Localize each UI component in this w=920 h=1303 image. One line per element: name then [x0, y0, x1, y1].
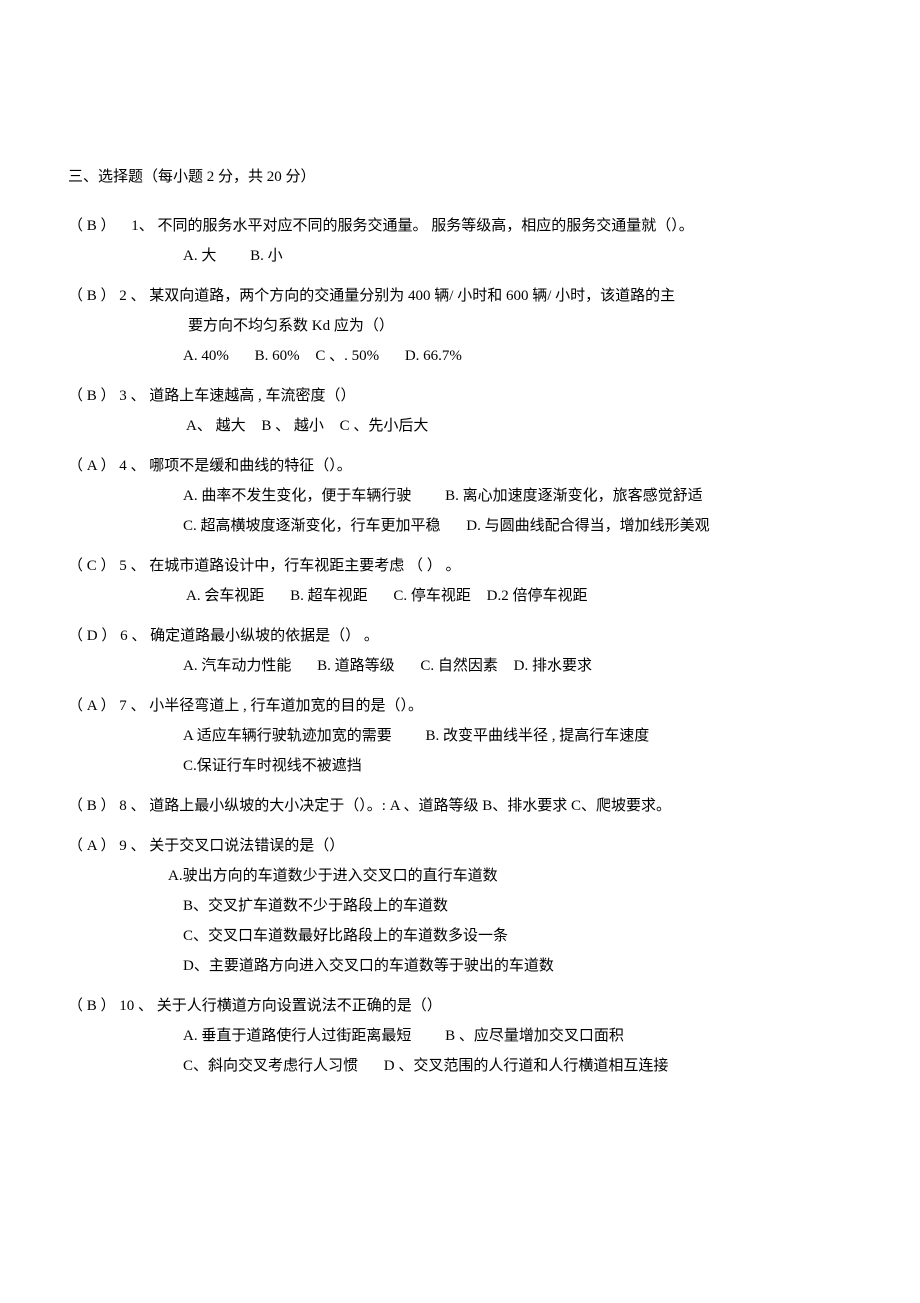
question-10: （ B ） 10 、 关于人行横道方向设置说法不正确的是（） A. 垂直于道路使… — [68, 991, 852, 1081]
q7-answer: （ A ） — [68, 698, 116, 714]
q10-answer: （ B ） — [68, 998, 116, 1014]
q4-number: 4 、 — [119, 458, 145, 474]
q2-text2: 要方向不均匀系数 Kd 应为（） — [188, 318, 394, 334]
question-4: （ A ） 4 、 哪项不是缓和曲线的特征（）。 A. 曲率不发生变化，便于车辆… — [68, 451, 852, 541]
q10-optA: A. 垂直于道路使行人过街距离最短 — [183, 1028, 411, 1044]
question-2: （ B ） 2 、 某双向道路，两个方向的交通量分别为 400 辆/ 小时和 6… — [68, 281, 852, 371]
q7-number: 7 、 — [119, 698, 145, 714]
q6-answer: （ D ） — [68, 628, 116, 644]
q3-optB: B 、 越小 — [261, 418, 324, 434]
q6-optA: A. 汽车动力性能 — [183, 658, 291, 674]
q4-answer: （ A ） — [68, 458, 116, 474]
q2-optB: B. 60% — [255, 348, 300, 364]
q5-optD: D.2 倍停车视距 — [487, 588, 588, 604]
q3-text: 道路上车速越高 , 车流密度（） — [149, 388, 355, 404]
q7-optC: C.保证行车时视线不被遮挡 — [183, 758, 362, 774]
q3-optC: C 、先小后大 — [340, 418, 429, 434]
section-title: 三、选择题（每小题 2 分，共 20 分） — [68, 165, 852, 189]
question-5: （ C ） 5 、 在城市道路设计中，行车视距主要考虑 （ ） 。 A. 会车视… — [68, 551, 852, 611]
q9-text: 关于交叉口说法错误的是（） — [149, 838, 344, 854]
q8-text: 道路上最小纵坡的大小决定于（）。: A 、道路等级 B、排水要求 C、爬坡要求。 — [149, 798, 671, 814]
q10-optD: D 、交叉范围的人行道和人行横道相互连接 — [384, 1058, 669, 1074]
question-7: （ A ） 7 、 小半径弯道上 , 行车道加宽的目的是（）。 A 适应车辆行驶… — [68, 691, 852, 781]
question-8: （ B ） 8 、 道路上最小纵坡的大小决定于（）。: A 、道路等级 B、排水… — [68, 791, 852, 821]
question-3: （ B ） 3 、 道路上车速越高 , 车流密度（） A、 越大 B 、 越小 … — [68, 381, 852, 441]
q9-optA: A.驶出方向的车道数少于进入交叉口的直行车道数 — [168, 868, 498, 884]
q5-number: 5 、 — [119, 558, 145, 574]
q9-optC: C、交叉口车道数最好比路段上的车道数多设一条 — [183, 928, 508, 944]
q2-optD: D. 66.7% — [405, 348, 462, 364]
q6-optB: B. 道路等级 — [317, 658, 395, 674]
q10-number: 10 、 — [119, 998, 153, 1014]
q5-optB: B. 超车视距 — [290, 588, 368, 604]
q3-number: 3 、 — [119, 388, 145, 404]
q6-optC: C. 自然因素 — [420, 658, 498, 674]
q3-answer: （ B ） — [68, 388, 116, 404]
q4-optB: B. 离心加速度逐渐变化，旅客感觉舒适 — [445, 488, 703, 504]
q2-optA: A. 40% — [183, 348, 229, 364]
q4-optD: D. 与圆曲线配合得当，增加线形美观 — [466, 518, 709, 534]
q7-optA: A 适应车辆行驶轨迹加宽的需要 — [183, 728, 392, 744]
q7-text: 小半径弯道上 , 行车道加宽的目的是（）。 — [149, 698, 423, 714]
q1-answer: （ B ） — [68, 218, 116, 234]
q9-optD: D、主要道路方向进入交叉口的车道数等于驶出的车道数 — [183, 958, 554, 974]
q4-text: 哪项不是缓和曲线的特征（）。 — [149, 458, 352, 474]
q1-optB: B. 小 — [250, 248, 283, 264]
q2-number: 2 、 — [119, 288, 145, 304]
q5-answer: （ C ） — [68, 558, 116, 574]
q10-optC: C、斜向交叉考虑行人习惯 — [183, 1058, 358, 1074]
q8-answer: （ B ） — [68, 798, 116, 814]
q5-text: 在城市道路设计中，行车视距主要考虑 （ ） 。 — [149, 558, 460, 574]
q4-optA: A. 曲率不发生变化，便于车辆行驶 — [183, 488, 411, 504]
q1-optA: A. 大 — [183, 248, 216, 264]
q10-text: 关于人行横道方向设置说法不正确的是（） — [157, 998, 442, 1014]
q9-number: 9 、 — [119, 838, 145, 854]
q1-text: 不同的服务水平对应不同的服务交通量。 服务等级高，相应的服务交通量就（）。 — [158, 218, 694, 234]
question-1: （ B ） 1、 不同的服务水平对应不同的服务交通量。 服务等级高，相应的服务交… — [68, 211, 852, 271]
q2-answer: （ B ） — [68, 288, 116, 304]
q4-optC: C. 超高横坡度逐渐变化，行车更加平稳 — [183, 518, 441, 534]
q2-text1: 某双向道路，两个方向的交通量分别为 400 辆/ 小时和 600 辆/ 小时，该… — [149, 288, 675, 304]
q9-optB: B、交叉扩车道数不少于路段上的车道数 — [183, 898, 448, 914]
q3-optA: A、 越大 — [186, 418, 246, 434]
question-9: （ A ） 9 、 关于交叉口说法错误的是（） A.驶出方向的车道数少于进入交叉… — [68, 831, 852, 981]
q6-optD: D. 排水要求 — [514, 658, 592, 674]
q7-optB: B. 改变平曲线半径 , 提高行车速度 — [426, 728, 650, 744]
q10-optB: B 、应尽量增加交叉口面积 — [445, 1028, 624, 1044]
q5-optC: C. 停车视距 — [393, 588, 471, 604]
q9-answer: （ A ） — [68, 838, 116, 854]
q1-number: 1、 — [131, 218, 154, 234]
q8-number: 8 、 — [119, 798, 145, 814]
q2-optC: C 、. 50% — [315, 348, 379, 364]
q6-number: 6 、 — [120, 628, 146, 644]
q6-text: 确定道路最小纵坡的依据是（） 。 — [150, 628, 379, 644]
q5-optA: A. 会车视距 — [186, 588, 264, 604]
question-6: （ D ） 6 、 确定道路最小纵坡的依据是（） 。 A. 汽车动力性能 B. … — [68, 621, 852, 681]
